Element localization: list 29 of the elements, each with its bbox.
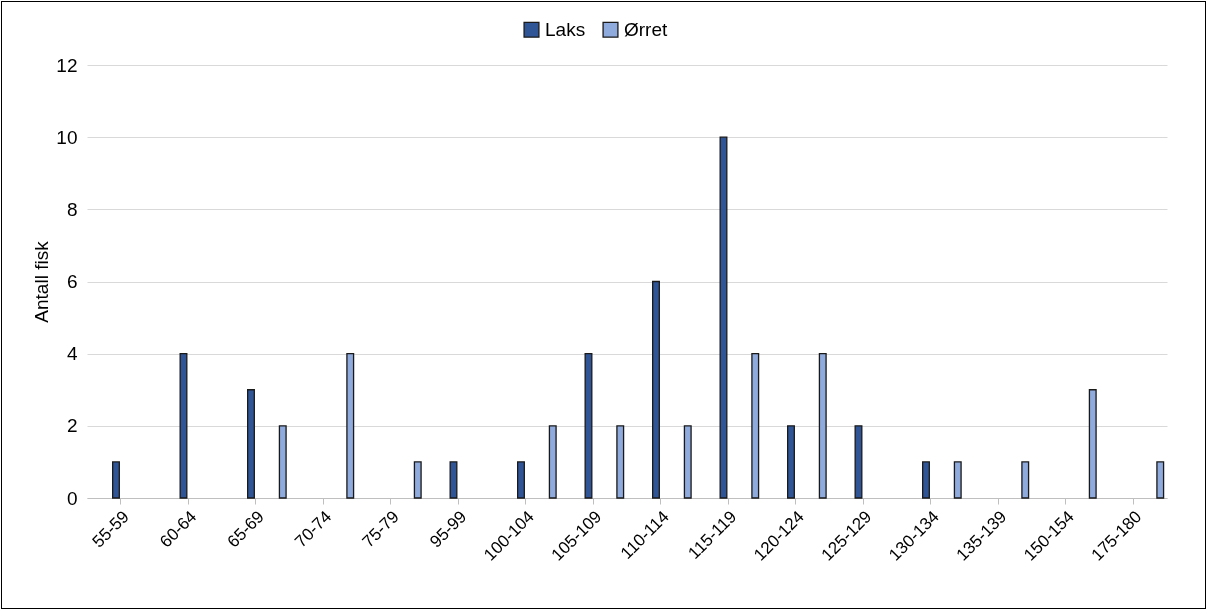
bar [449, 461, 458, 499]
y-tick-label: 4 [66, 343, 78, 365]
bar [346, 353, 355, 499]
bar [683, 425, 692, 499]
bar [818, 353, 827, 499]
y-tick-label: 2 [66, 415, 78, 437]
bar [1156, 461, 1165, 499]
bar [953, 461, 962, 499]
legend-label: Ørret [624, 18, 668, 40]
bar [922, 461, 930, 499]
legend-label: Laks [545, 18, 586, 40]
y-tick-label: 6 [66, 271, 78, 292]
y-tick-label: 12 [56, 54, 78, 76]
bar [1088, 389, 1097, 499]
y-axis-title: Antall fisk [31, 240, 53, 323]
bar [112, 461, 120, 499]
bar [1021, 461, 1030, 499]
bar [548, 425, 557, 499]
y-tick-label: 10 [56, 126, 78, 148]
bar [517, 461, 525, 499]
bar [751, 353, 760, 499]
bar [787, 425, 795, 499]
y-tick-label: 8 [66, 198, 78, 220]
bar [247, 389, 255, 499]
bar [616, 425, 625, 499]
bar [652, 280, 660, 499]
y-tick-label: 0 [66, 487, 78, 509]
bar [413, 461, 422, 499]
bar [278, 425, 287, 499]
